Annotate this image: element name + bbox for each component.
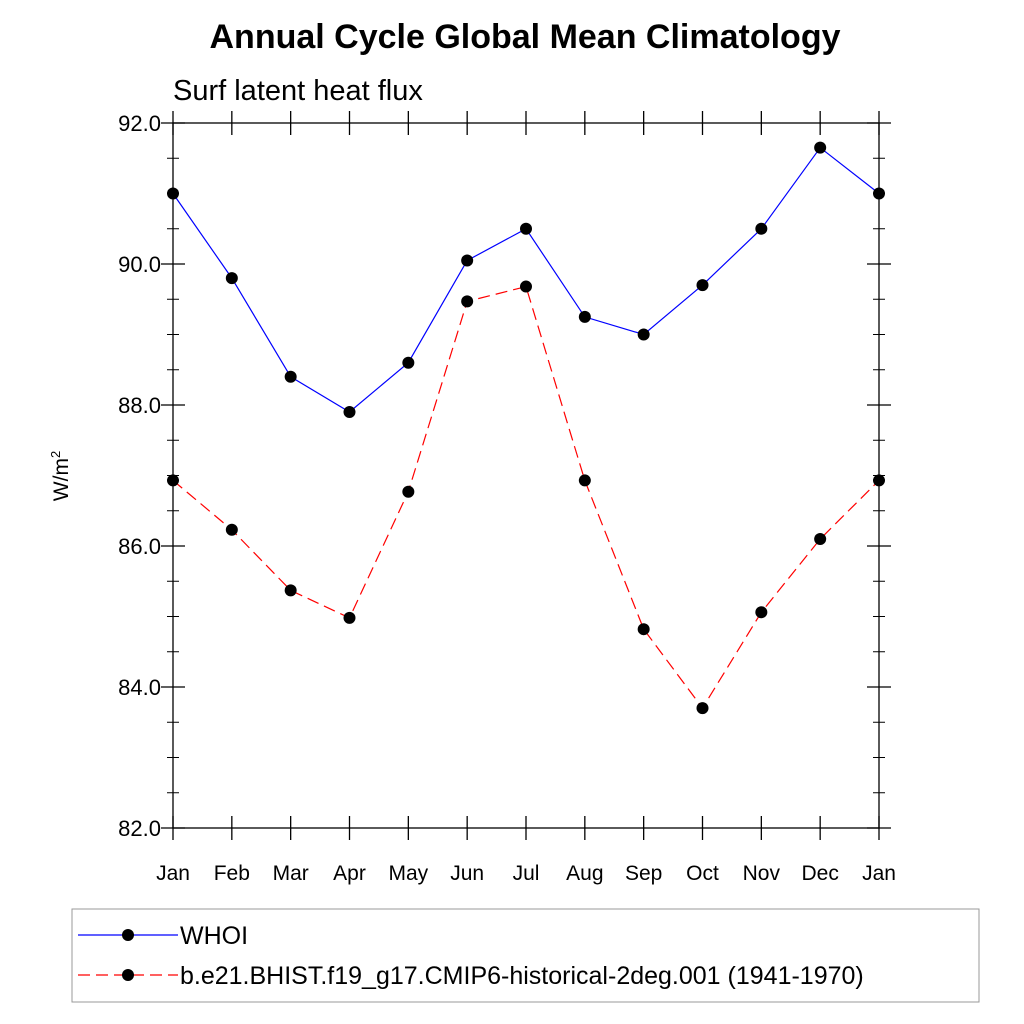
x-tick-label: Oct <box>686 862 719 885</box>
data-point <box>578 474 591 487</box>
x-tick-label: Sep <box>625 862 662 885</box>
data-point <box>225 523 238 536</box>
data-point <box>637 623 650 636</box>
data-point <box>402 485 415 498</box>
data-point <box>520 222 532 235</box>
data-point <box>637 328 650 341</box>
y-tick-label: 86.0 <box>118 534 161 559</box>
minor-ticks <box>167 157 885 794</box>
y-tick-label: 84.0 <box>118 675 161 700</box>
legend: WHOI b.e21.BHIST.f19_g17.CMIP6-historical… <box>71 908 980 1003</box>
data-point <box>167 187 179 200</box>
data-point <box>755 606 768 619</box>
series-line-1 <box>172 285 880 710</box>
major-ticks <box>161 111 891 840</box>
data-point <box>873 187 885 200</box>
data-point <box>461 295 474 308</box>
data-point <box>225 272 238 285</box>
data-point <box>167 474 179 487</box>
legend-marker-1 <box>122 969 134 981</box>
x-tick-label: Apr <box>333 862 366 885</box>
data-point <box>284 584 297 597</box>
legend-box <box>71 908 980 1003</box>
data-point <box>402 356 415 369</box>
x-tick-label: Nov <box>743 862 781 885</box>
x-tick-label: Mar <box>273 862 309 885</box>
data-point <box>461 254 474 267</box>
y-axis-label: W/m2 <box>48 451 73 501</box>
data-point <box>814 532 827 545</box>
data-point <box>343 611 356 624</box>
x-tick-label: Jun <box>450 862 484 885</box>
chart-title: Annual Cycle Global Mean Climatology <box>210 18 841 56</box>
legend-label-1: b.e21.BHIST.f19_g17.CMIP6-historical-2de… <box>180 962 864 990</box>
data-point <box>696 702 709 715</box>
y-tick-label: 82.0 <box>118 816 161 841</box>
series-markers <box>167 141 885 715</box>
y-tick-label: 92.0 <box>118 111 161 136</box>
x-tick-labels: Jan Feb Mar Apr May Jun Jul Aug Sep Oct Nov Dec Jan <box>156 862 896 885</box>
x-tick-label: Jul <box>513 862 540 885</box>
data-point <box>284 370 297 383</box>
x-tick-label: May <box>388 862 428 885</box>
data-point <box>696 279 709 292</box>
x-tick-label: Jan <box>862 862 896 885</box>
legend-marker-0 <box>122 929 134 941</box>
y-tick-label: 90.0 <box>118 252 161 277</box>
x-tick-label: Jan <box>156 862 190 885</box>
x-tick-label: Aug <box>566 862 603 885</box>
data-point <box>873 474 885 487</box>
data-point <box>814 141 827 154</box>
data-point <box>343 406 356 419</box>
data-point <box>755 222 768 235</box>
data-point <box>520 280 532 293</box>
data-point <box>578 310 591 323</box>
y-tick-label: 88.0 <box>118 393 161 418</box>
legend-label-0: WHOI <box>180 922 248 950</box>
chart-subtitle: Surf latent heat flux <box>173 75 423 107</box>
series-line-0 <box>172 146 880 413</box>
x-tick-label: Dec <box>801 862 838 885</box>
x-tick-label: Feb <box>214 862 250 885</box>
y-tick-labels: 82.0 84.0 86.0 88.0 90.0 92.0 <box>118 111 161 841</box>
